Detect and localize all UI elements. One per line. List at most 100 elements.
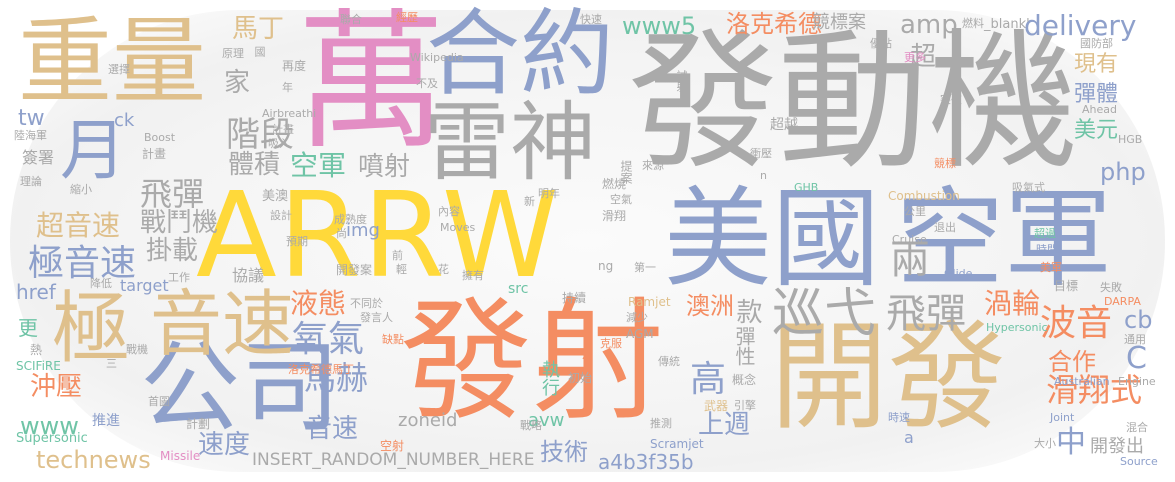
word-heyue: 合約 — [426, 0, 615, 109]
word-scramjet: Scramjet — [650, 437, 704, 451]
word-meiguo: 美國 — [664, 177, 881, 302]
word-leishen: 雷神 — [424, 93, 596, 193]
word-xuanze: 選擇 — [108, 63, 130, 76]
word-lianhe: 國 — [253, 46, 266, 57]
word-hypersonic: Hypersonic — [986, 321, 1048, 334]
word-meiao: 美澳 — [262, 189, 289, 204]
word-moves: Moves — [440, 221, 476, 234]
word-yongyou: 擁有 — [462, 269, 484, 282]
word-suoxiao: 縮小 — [70, 183, 92, 196]
word-darpa: DARPA — [1104, 295, 1141, 308]
word-tian: 提案 — [619, 160, 633, 184]
word-jihua: 計劃 — [186, 417, 211, 431]
word-penshe: 噴射 — [358, 152, 411, 182]
word-wikipedia: 經歷 — [396, 11, 418, 24]
word-qianshu: 簽署 — [22, 148, 55, 167]
word-scifire: SCIFiRE — [16, 359, 61, 373]
word-cb: cb — [1124, 306, 1153, 334]
word-jingbiao: 競標 — [934, 157, 956, 170]
word-jihua2: 計畫 — [142, 147, 167, 161]
word-jishu: 技術 — [540, 438, 588, 466]
word-shang: 尚 — [336, 227, 347, 240]
word-re: 熱 — [30, 343, 43, 357]
word-shijian: 時速 — [888, 411, 910, 424]
word-huaxiang: 滑翔 — [602, 209, 627, 223]
word-san: 三 — [106, 357, 117, 370]
word-shoutu: 首圖 — [148, 395, 170, 408]
word-xunyi: 巡弋 — [772, 284, 877, 344]
word-xieyi: 協議 — [232, 266, 265, 285]
word-mubiao: 目標 — [1054, 279, 1079, 293]
word-australian: Australian — [1054, 375, 1110, 388]
word-ramjet: Ramjet — [628, 295, 671, 309]
word-kefu: 克服 — [600, 337, 622, 350]
word-jiangdi: 降低 — [90, 277, 112, 290]
word-fadongji: 發動機 — [628, 16, 1079, 190]
word-meijun: 美軍 — [1040, 261, 1062, 274]
word-zhanji: 戰機 — [126, 343, 148, 356]
word-cruise: Cruise — [892, 233, 927, 246]
word-gongli: 公里 — [904, 205, 926, 218]
word-jingbiaoan: 競標案 — [812, 12, 866, 33]
word-chaoyue2: 不及 — [416, 77, 438, 90]
word-ck: ck — [114, 110, 135, 131]
word-kaifaan: 開發案 — [336, 263, 373, 277]
word-kongjun: 空軍 — [896, 177, 1113, 302]
word-gongsi: 公司 — [140, 329, 340, 446]
word-chuanyue: n — [760, 169, 767, 182]
word-avw: avw — [528, 410, 565, 431]
word-hunhe: 混合 — [1126, 421, 1148, 434]
word-hezuo: 合作 — [1048, 348, 1096, 376]
word-gengduo: 更多 — [904, 51, 926, 64]
word-ng: ng — [598, 259, 614, 273]
word-suodu: 速度 — [198, 430, 251, 460]
word-lilun: 理論 — [20, 175, 42, 188]
word-geng: 更 — [18, 316, 38, 340]
word-daxiao: 大小 — [1034, 437, 1056, 450]
word-qing: 輕 — [396, 263, 407, 276]
word-gao: 高 — [690, 359, 727, 400]
word-mading: 馬丁 — [232, 14, 285, 44]
word-zhong: 中 — [1056, 425, 1086, 460]
word-missile: Missile — [160, 449, 201, 463]
word-jia: 家 — [224, 68, 251, 98]
word-chongji: 衝壓 — [750, 147, 772, 160]
word-kongshe: 空射 — [380, 439, 405, 453]
word-gongzuo: 工作 — [168, 271, 190, 284]
word-jiyinsu: 極音速 — [28, 243, 137, 284]
word-shangzhou: 上週 — [698, 410, 751, 440]
word-yinqing: 引擎 — [734, 399, 756, 412]
word-zaidu: 吸入 — [268, 137, 290, 150]
word-shibai: 失敗 — [1100, 281, 1122, 294]
word-yue: 月 — [60, 112, 126, 189]
word-target: target — [120, 276, 169, 295]
word-glide: Glide — [944, 267, 973, 280]
word-diyi: 第一 — [634, 261, 656, 274]
word-www5: www5 — [622, 12, 697, 40]
word-blank: _blank' — [984, 17, 1030, 32]
word-chao: 超 — [910, 42, 937, 72]
word-neirong: 內容 — [438, 205, 460, 218]
word-boost: Boost — [144, 131, 176, 144]
word-yuanli: 年 — [282, 81, 293, 94]
word-luhaijun: 陸海軍 — [14, 129, 47, 142]
word-airbreathi: Airbreathi — [262, 107, 317, 120]
word-fashe: 發射 — [400, 285, 664, 439]
word-ranliao: 燃料 — [962, 17, 984, 30]
word-chengshudu: 成熟度 — [334, 213, 367, 226]
word-tw: tw — [18, 106, 45, 131]
word-joint: Joint — [1050, 411, 1075, 424]
word-yinsu2: 音速 — [306, 414, 359, 444]
word-aozhou: 澳洲 — [686, 292, 734, 320]
word-yetai: 液態 — [290, 287, 347, 320]
word-huaxiangshi: 滑翔式 — [1046, 371, 1143, 409]
word-nian: 再度 — [282, 59, 307, 73]
word-laiyuan: 來源 — [642, 159, 664, 172]
word-guazai: 掛載 — [146, 236, 199, 266]
word-ji: 極 — [52, 284, 131, 374]
word-src: src — [508, 281, 529, 297]
word-arrw: ARRW — [196, 166, 561, 304]
word-hgb: HGB — [1118, 133, 1143, 146]
word-fayanren: 發言人 — [360, 311, 393, 324]
